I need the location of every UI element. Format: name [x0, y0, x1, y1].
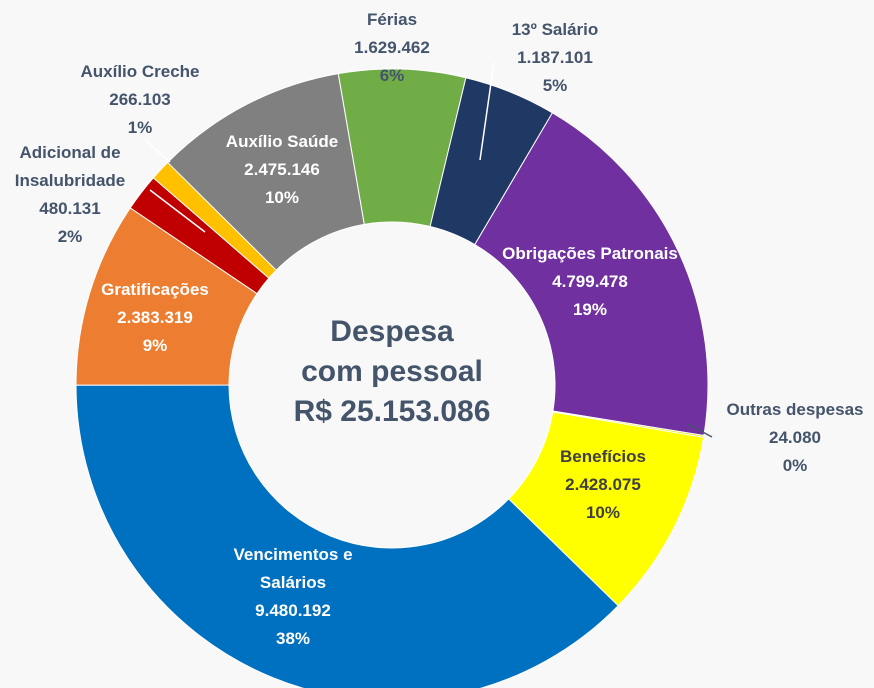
percent-label: 5% [542, 76, 568, 95]
slice-label: Benefícios 2.428.075 10% [560, 443, 646, 527]
center-line: R$ 25.153.086 [293, 395, 491, 428]
value-label: 1.187.101 [517, 48, 593, 67]
center-line: Despesa [330, 315, 454, 348]
slice-name: Benefícios [560, 447, 646, 466]
percent-label: 38% [275, 629, 311, 648]
slice-label: Adicional de Insalubridade 480.131 2% [0, 139, 140, 251]
value-label: 266.103 [109, 90, 171, 109]
value-label: 1.629.462 [354, 38, 430, 57]
percent-label: 1% [127, 118, 153, 137]
slice [166, 73, 365, 271]
slice-name: 13º Salário [511, 20, 599, 39]
percent-label: 0% [782, 456, 808, 475]
percent-label: 2% [57, 227, 83, 246]
percent-label: 6% [379, 66, 405, 85]
slice-label: Férias 1.629.462 6% [354, 6, 430, 90]
slice-label: 13º Salário 1.187.101 5% [512, 16, 599, 100]
percent-label: 10% [585, 503, 621, 522]
slice-name: Auxílio Saúde [225, 132, 339, 151]
slice-name: Auxílio Creche [80, 62, 200, 81]
slice-name: Vencimentos e Salários [233, 545, 353, 592]
slice-name: Férias [366, 10, 418, 29]
slice-name: Outras despesas [726, 400, 864, 419]
slice [474, 112, 709, 437]
slice-name: Obrigações Patronais [502, 244, 678, 263]
leader-line [149, 189, 206, 233]
slice-label: Gratificações 2.383.319 9% [101, 276, 209, 360]
value-label: 2.475.146 [244, 160, 320, 179]
center-line: com pessoal [301, 355, 483, 388]
slice-label: Vencimentos e Salários 9.480.192 38% [223, 541, 363, 653]
slice-name: Gratificações [101, 280, 209, 299]
slice [75, 384, 619, 688]
value-label: 24.080 [768, 428, 821, 447]
percent-label: 9% [142, 336, 168, 355]
slice-name: Adicional de Insalubridade [14, 143, 126, 190]
center-label: Despesa com pessoal R$ 25.153.086 [294, 312, 491, 432]
slice-label: Obrigações Patronais 4.799.478 19% [502, 240, 678, 324]
value-label: 480.131 [39, 199, 101, 218]
slice-label: Outras despesas 24.080 0% [726, 396, 863, 480]
value-label: 9.480.192 [255, 601, 331, 620]
value-label: 2.428.075 [565, 475, 641, 494]
leader-line [479, 61, 495, 161]
percent-label: 10% [264, 188, 300, 207]
value-label: 2.383.319 [117, 308, 193, 327]
leader-line [144, 139, 171, 163]
slice-label: Auxílio Saúde 2.475.146 10% [226, 128, 338, 212]
leader-line [687, 423, 713, 438]
slice-label: Auxílio Creche 266.103 1% [80, 58, 199, 142]
percent-label: 19% [572, 300, 608, 319]
value-label: 4.799.478 [552, 272, 628, 291]
